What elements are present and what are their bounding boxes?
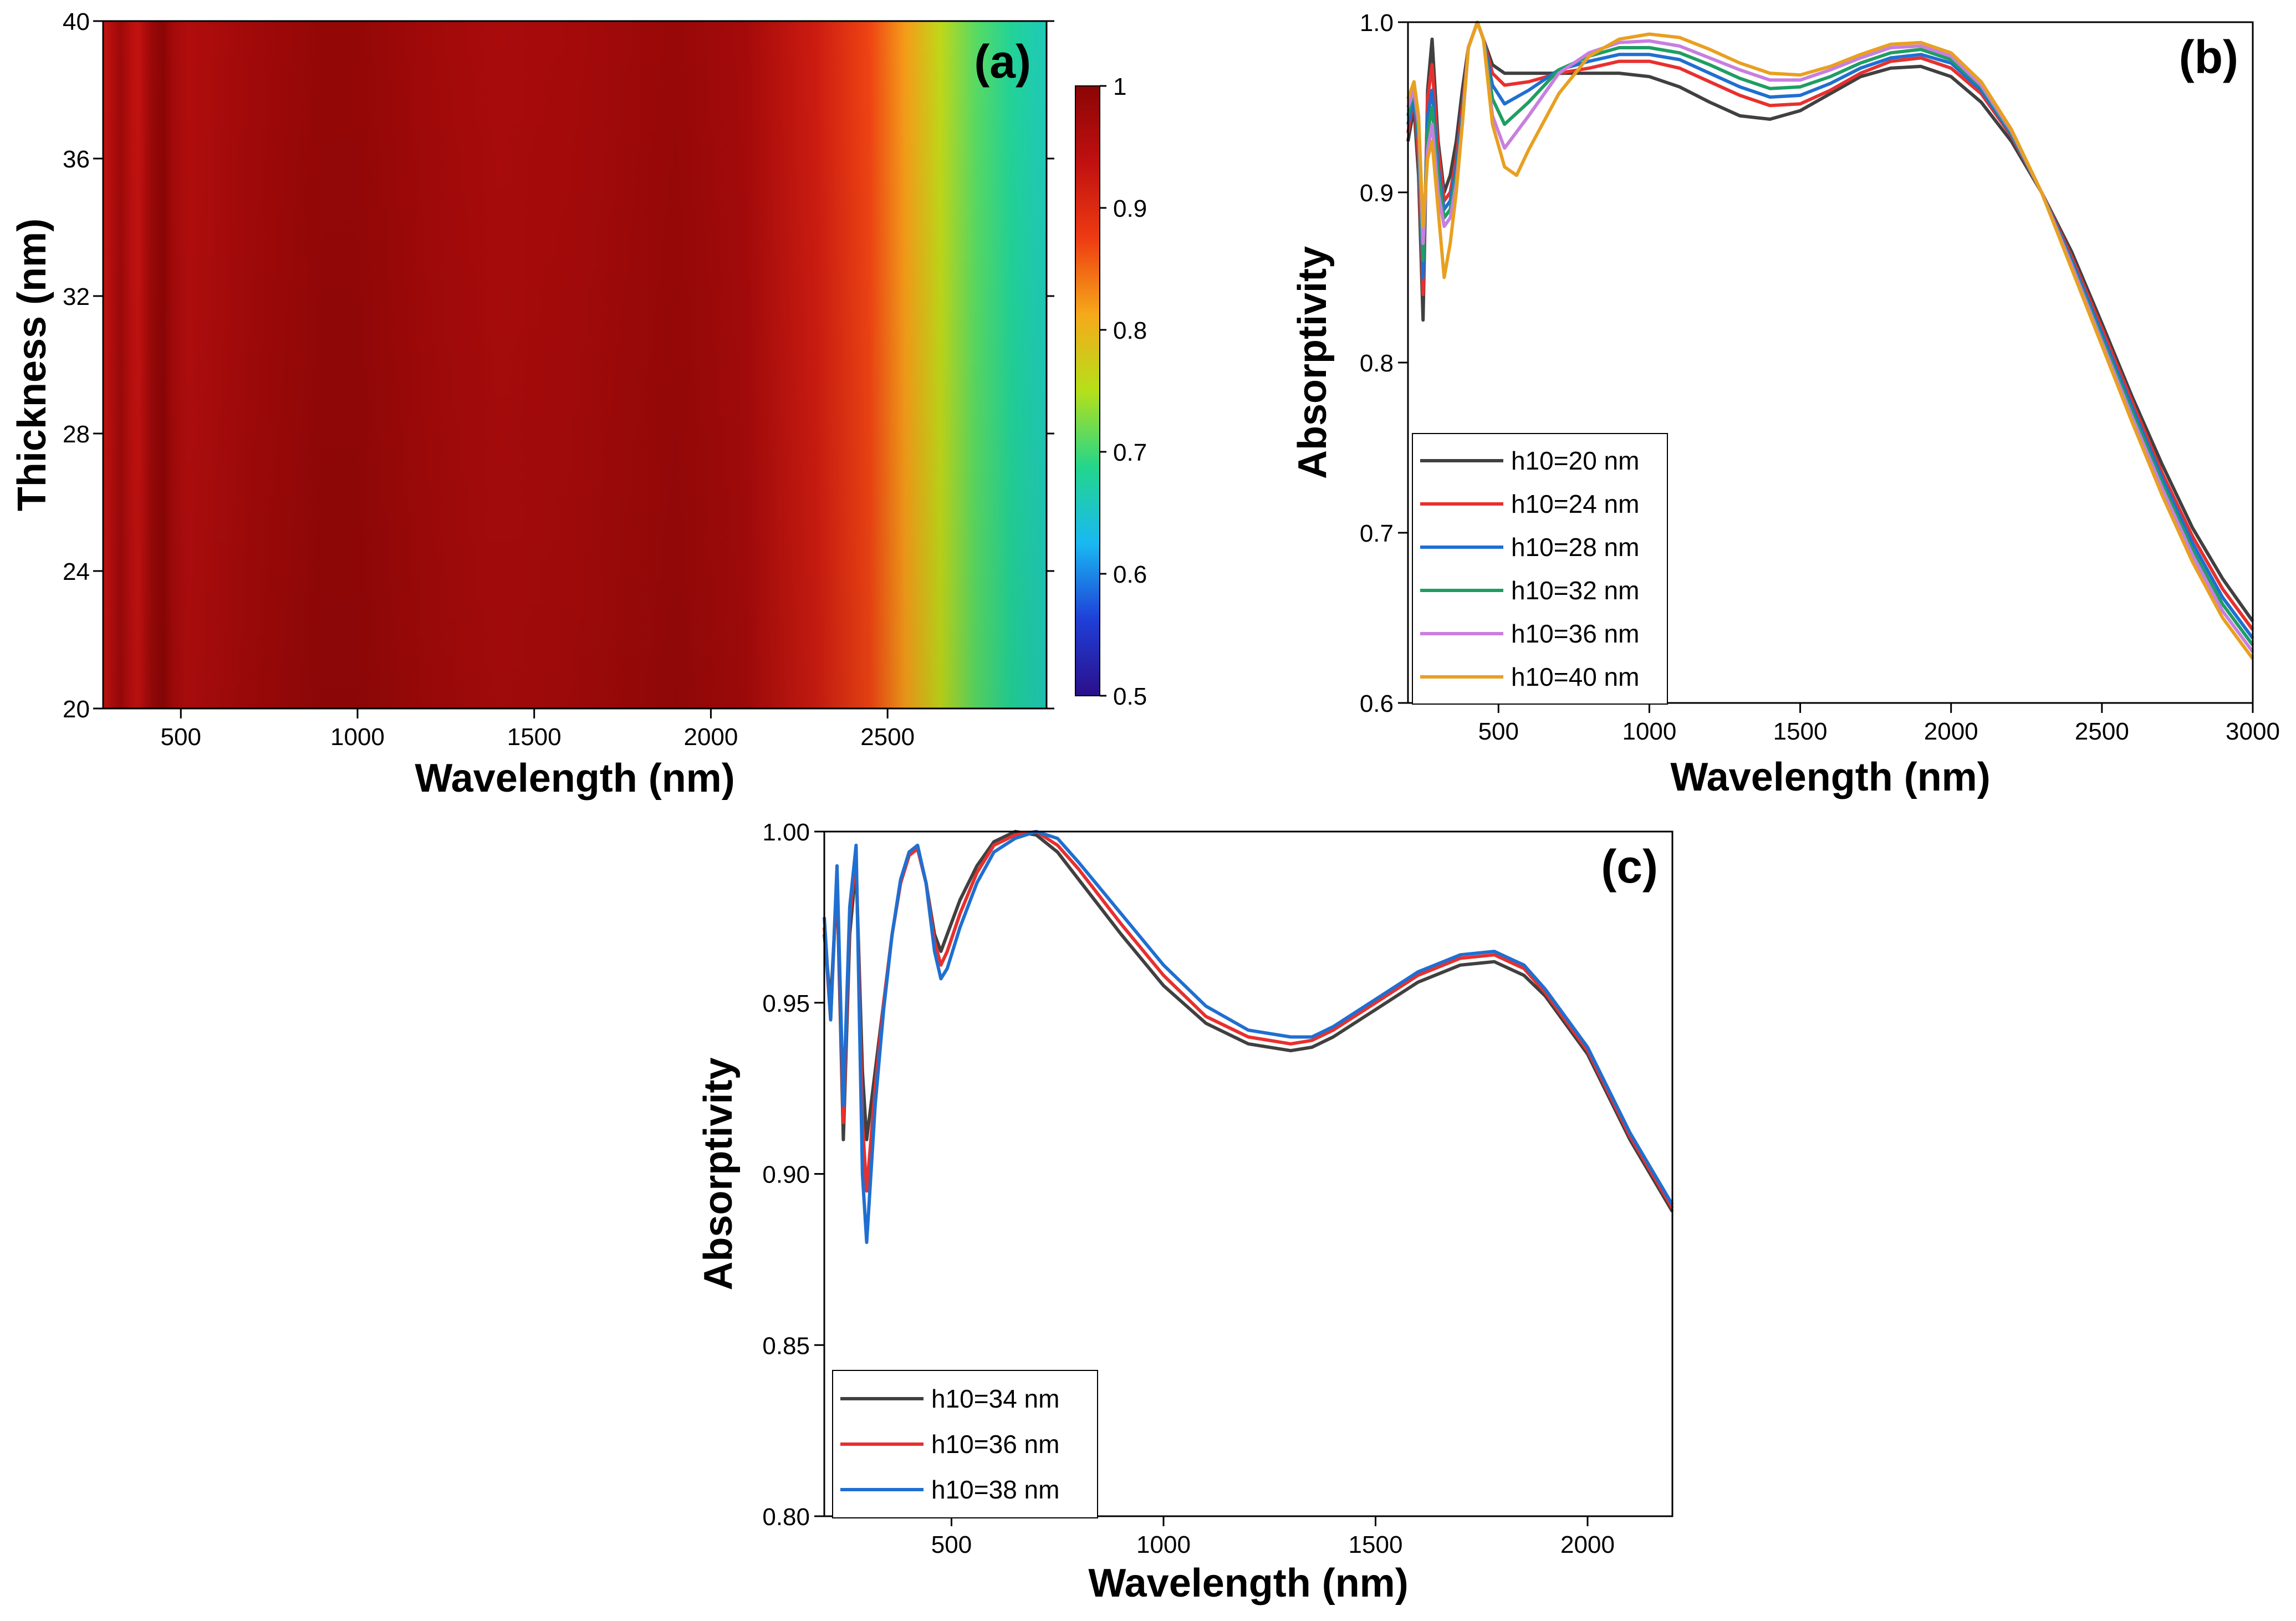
panel-c-series-group — [823, 830, 1674, 1244]
x-tick-label: 3000 — [2226, 718, 2280, 745]
x-tick-label: 2500 — [2075, 718, 2129, 745]
legend-entry: h10=36 nm — [1511, 619, 1639, 648]
x-tick-label: 1000 — [330, 723, 385, 751]
x-tick-label: 2000 — [683, 723, 738, 751]
y-tick-label: 0.80 — [762, 1503, 810, 1531]
y-tick-label: 0.9 — [1360, 180, 1394, 207]
line-panel-b: 500 1000 1500 2000 2500 3000 0.60.70.80.91.0 … — [1290, 9, 2280, 799]
colorbar-tick-label: 0.7 — [1113, 439, 1147, 466]
y-tick-label: 1.0 — [1360, 9, 1394, 37]
panel-label-b: (b) — [2179, 31, 2238, 83]
panel-c-y-ticks: 0.80 0.85 0.90 0.95 1.00 — [762, 819, 824, 1531]
series-line — [823, 830, 1674, 1244]
panel-c-legend: h10=34 nm h10=36 nm h10=38 nm — [832, 1370, 1098, 1518]
panel-b-y-axis-label: Absorptivity — [1290, 246, 1335, 479]
colorbar-tick-label: 0.5 — [1113, 683, 1147, 710]
y-tick-label: 0.6 — [1360, 690, 1394, 717]
colorbar-tick-label: 1 — [1113, 73, 1126, 100]
x-tick-label: 500 — [1478, 718, 1519, 745]
panel-c-x-ticks: 500 1000 1500 2000 — [931, 1516, 1615, 1558]
series-line — [823, 830, 1674, 1212]
heatmap-y-ticks: 20 24 28 32 36 40 — [63, 8, 1054, 723]
legend-entry: h10=28 nm — [1511, 533, 1639, 562]
x-tick-label: 1000 — [1136, 1531, 1191, 1558]
series-line — [1406, 21, 2254, 660]
legend-entry: h10=20 nm — [1511, 446, 1639, 475]
panel-b-x-axis-label: Wavelength (nm) — [1670, 755, 1990, 799]
legend-entry: h10=40 nm — [1511, 662, 1639, 691]
y-tick-label: 20 — [63, 696, 90, 723]
x-tick-label: 2500 — [860, 723, 915, 751]
panel-b-series-group — [1406, 21, 2254, 660]
x-tick-label: 500 — [161, 723, 201, 751]
colorbar-ticks: 0.5 0.6 0.7 0.8 0.9 1 — [1100, 73, 1147, 710]
panel-label-c: (c) — [1601, 840, 1658, 893]
y-tick-label: 28 — [63, 421, 90, 448]
legend-entry: h10=36 nm — [931, 1430, 1059, 1459]
y-tick-label: 0.85 — [762, 1332, 810, 1359]
legend-entry: h10=38 nm — [931, 1475, 1059, 1504]
x-tick-label: 1500 — [1773, 718, 1828, 745]
legend-entry: h10=24 nm — [1511, 490, 1639, 518]
heatmap-y-axis-label: Thickness (nm) — [10, 218, 54, 511]
y-tick-label: 0.90 — [762, 1161, 810, 1189]
y-tick-label: 40 — [63, 8, 90, 35]
legend-entry: h10=34 nm — [931, 1384, 1059, 1413]
series-line — [823, 830, 1674, 1209]
colorbar-tick-label: 0.8 — [1113, 317, 1147, 344]
y-tick-label: 0.95 — [762, 990, 810, 1017]
colorbar-tick-label: 0.9 — [1113, 195, 1147, 222]
panel-b-x-ticks: 500 1000 1500 2000 2500 3000 — [1478, 703, 2280, 745]
y-tick-label: 0.8 — [1360, 350, 1394, 377]
legend-box — [1412, 433, 1668, 705]
x-tick-label: 500 — [931, 1531, 972, 1558]
x-tick-label: 1500 — [507, 723, 562, 751]
x-tick-label: 1000 — [1622, 718, 1676, 745]
x-tick-label: 2000 — [1560, 1531, 1615, 1558]
y-tick-label: 36 — [63, 146, 90, 173]
y-tick-label: 24 — [63, 558, 90, 585]
heatmap-x-axis-label: Wavelength (nm) — [415, 756, 734, 801]
heatmap-shading — [103, 21, 1047, 708]
x-tick-label: 2000 — [1924, 718, 1978, 745]
panel-b-y-ticks: 0.6 0.7 0.8 0.9 1.0 — [1360, 9, 1408, 717]
heatmap-x-ticks: 500 1000 1500 2000 2500 — [161, 708, 915, 751]
y-tick-label: 0.7 — [1360, 520, 1394, 547]
colorbar-tick-label: 0.6 — [1113, 561, 1147, 588]
heatmap-panel-a: 500 1000 1500 2000 2500 20 24 28 32 36 40 Wavelen… — [10, 8, 1147, 801]
panel-label-a: (a) — [974, 35, 1031, 88]
x-tick-label: 1500 — [1349, 1531, 1403, 1558]
heatmap-frame — [102, 20, 1048, 710]
panel-b-legend: h10=20 nm h10=24 nm h10=28 nm h10=32 nm h10=… — [1412, 433, 1668, 705]
legend-entry: h10=32 nm — [1511, 576, 1639, 605]
panel-c-y-axis-label: Absorptivity — [696, 1057, 741, 1290]
panel-c-x-axis-label: Wavelength (nm) — [1088, 1561, 1408, 1605]
colorbar — [1075, 85, 1100, 696]
line-panel-c: 500 1000 1500 2000 0.80 0.85 0.90 0.95 1.00 Wav… — [696, 819, 1674, 1605]
y-tick-label: 1.00 — [762, 819, 810, 846]
y-tick-label: 32 — [63, 283, 90, 310]
